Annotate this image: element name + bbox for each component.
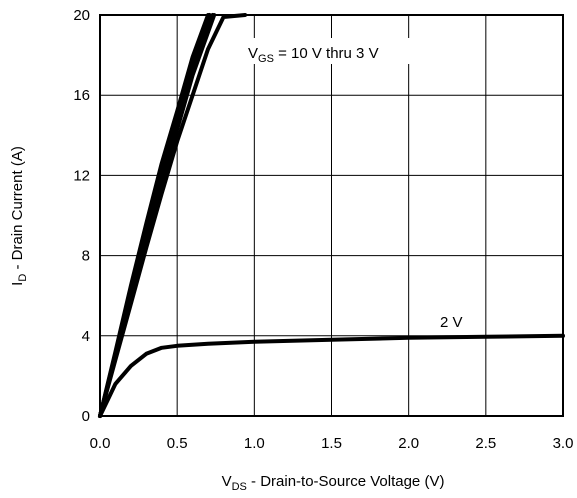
x-tick-label: 1.5 bbox=[321, 435, 342, 452]
x-tick-label: 2.5 bbox=[475, 435, 496, 452]
annotation-vgs-low: 2 V bbox=[440, 314, 463, 331]
annotation-background bbox=[244, 38, 414, 64]
series-group bbox=[98, 13, 565, 418]
y-tick-label: 16 bbox=[73, 87, 90, 104]
y-tick-label: 12 bbox=[73, 167, 90, 184]
x-tick-label: 0.5 bbox=[167, 435, 188, 452]
grid bbox=[100, 15, 563, 416]
x-tick-labels: 0.0 0.5 1.0 1.5 2.0 2.5 3.0 bbox=[90, 435, 574, 452]
y-tick-label: 20 bbox=[73, 7, 90, 24]
y-axis-label: ID - Drain Current (A) bbox=[9, 146, 29, 286]
plot-frame bbox=[99, 14, 564, 417]
x-tick-label: 2.0 bbox=[398, 435, 419, 452]
y-tick-label: 4 bbox=[82, 328, 90, 345]
y-tick-labels: 0 4 8 12 16 20 bbox=[73, 7, 90, 425]
x-tick-label: 3.0 bbox=[553, 435, 574, 452]
y-tick-label: 0 bbox=[82, 408, 90, 425]
y-tick-label: 8 bbox=[82, 248, 90, 265]
x-tick-label: 0.0 bbox=[90, 435, 111, 452]
annotation-vgs-high: VGS = 10 V thru 3 V bbox=[248, 45, 379, 65]
series-line-4 bbox=[98, 13, 248, 418]
x-tick-label: 1.0 bbox=[244, 435, 265, 452]
x-axis-label: VDS - Drain-to-Source Voltage (V) bbox=[222, 473, 445, 493]
series-line-5 bbox=[98, 333, 565, 418]
